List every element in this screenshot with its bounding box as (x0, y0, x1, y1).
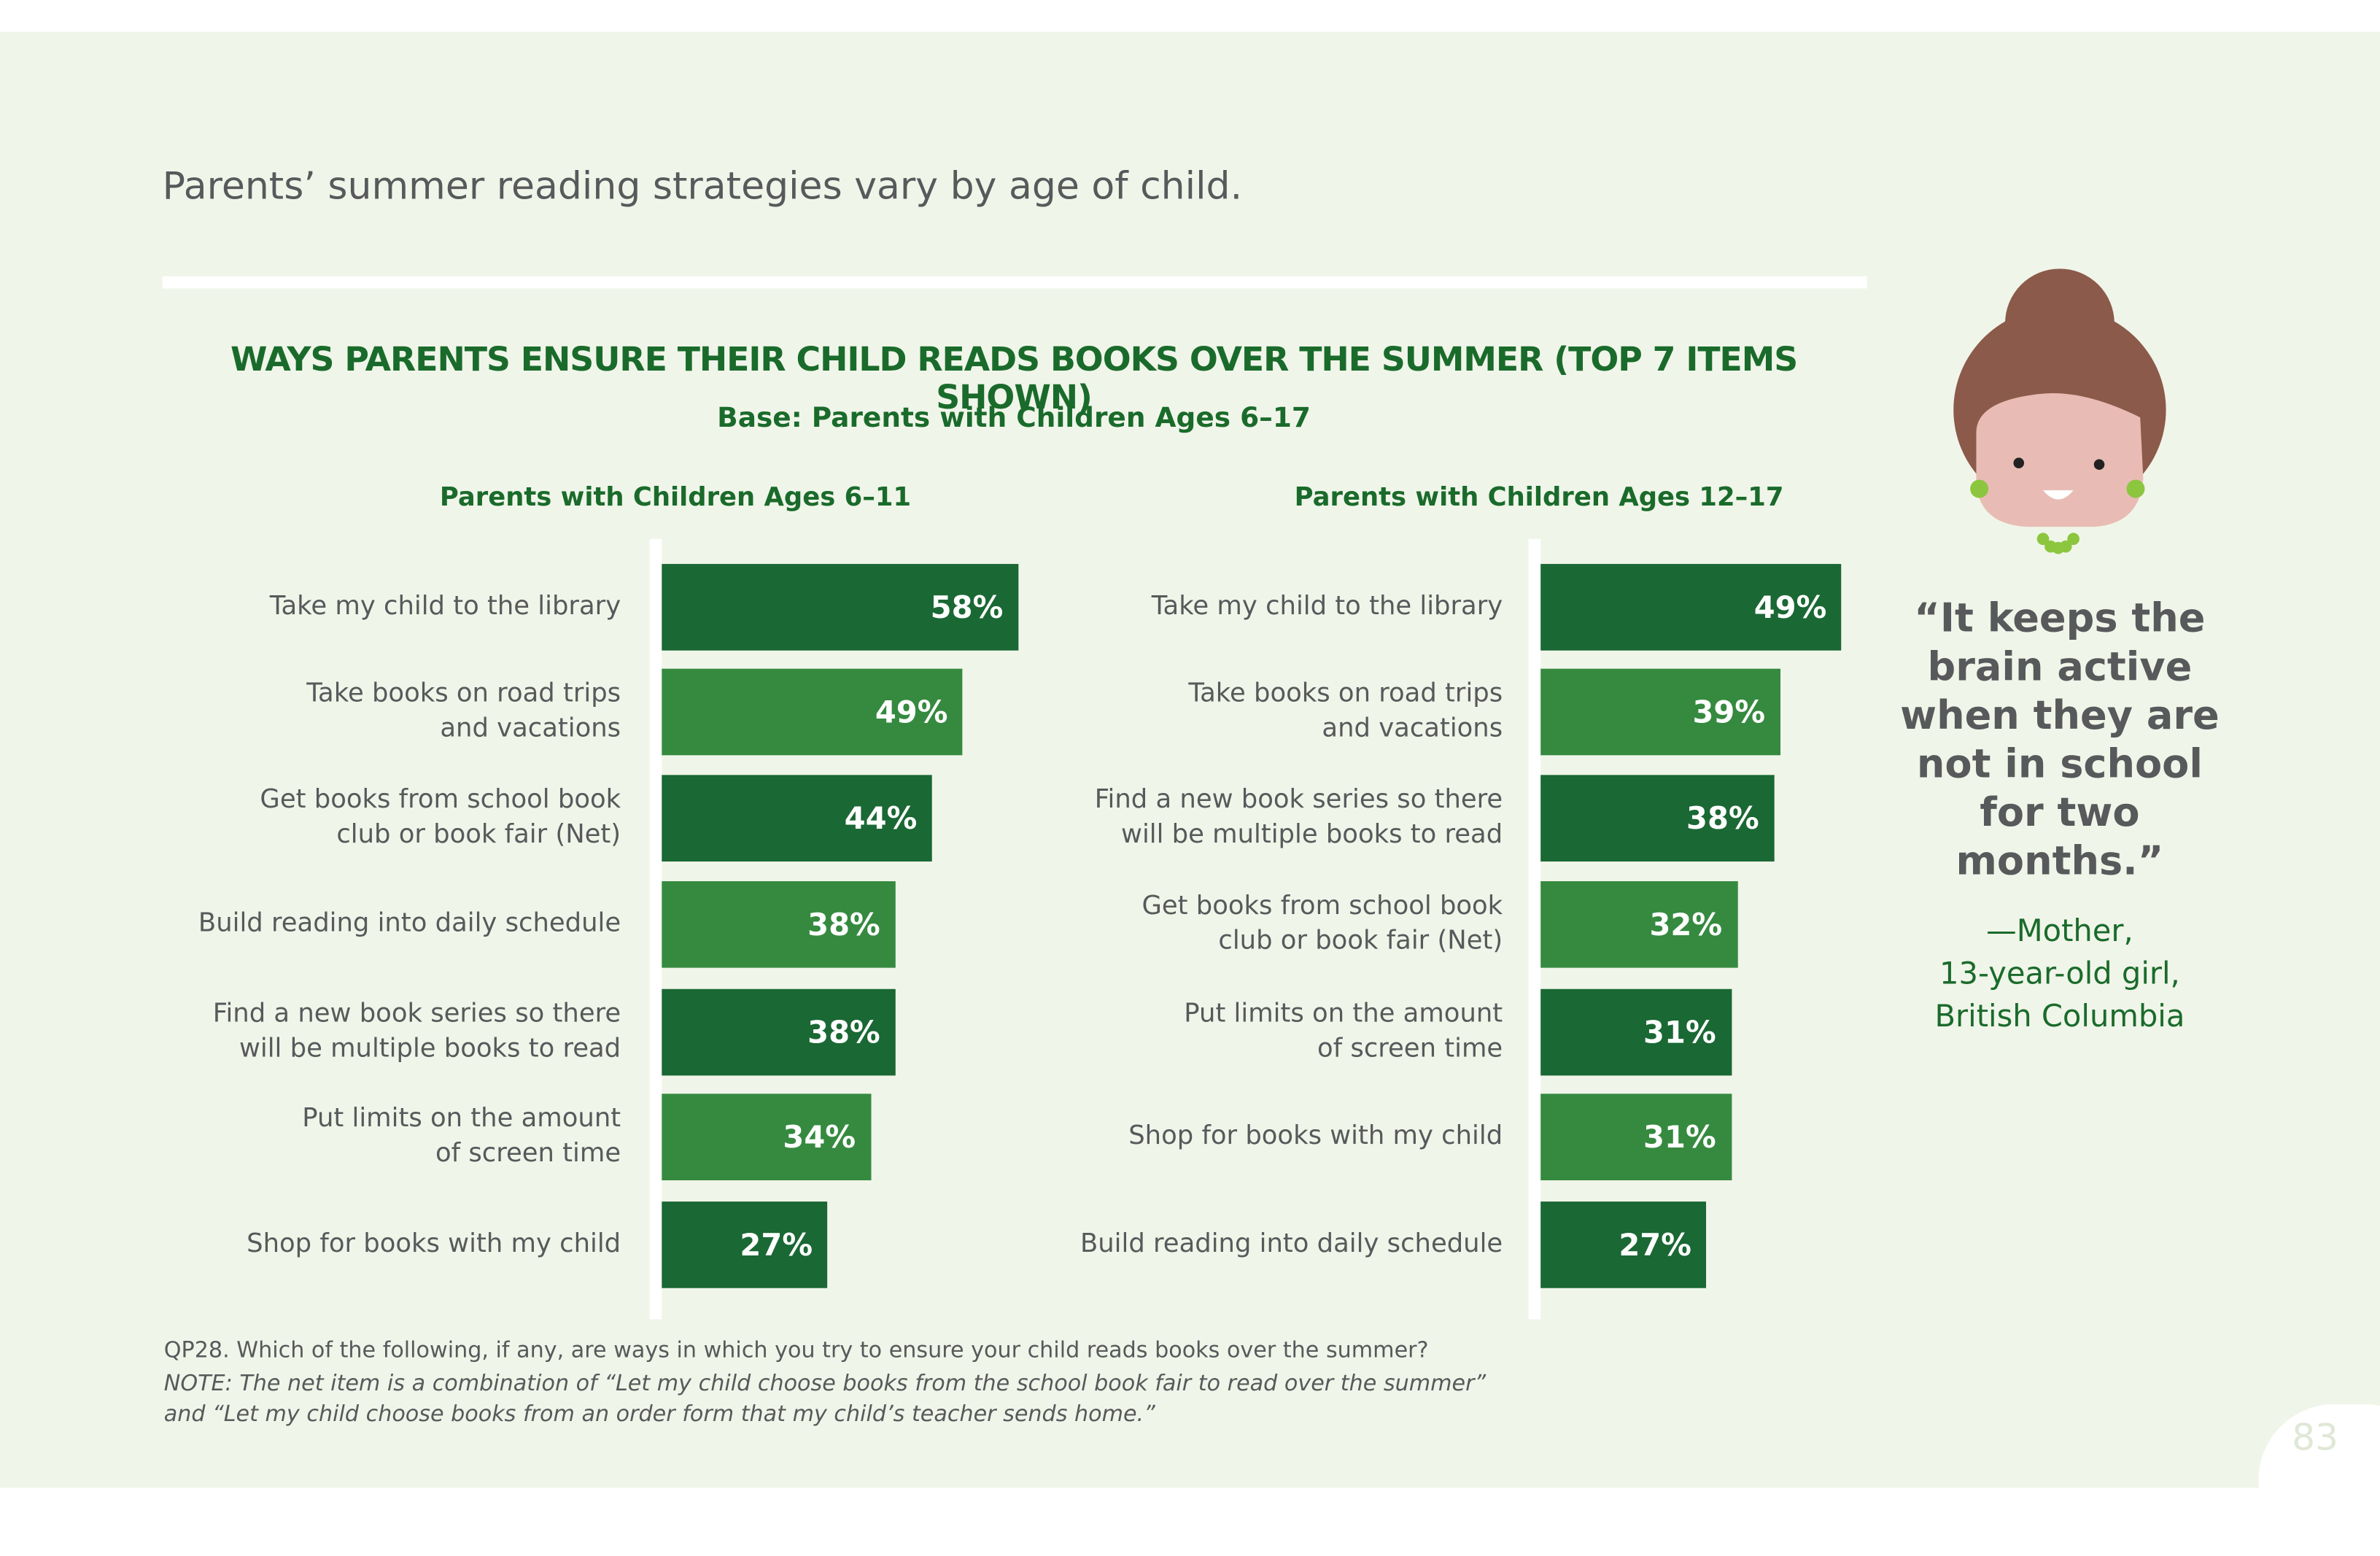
category-label: Find a new book series so there will be … (212, 999, 621, 1064)
page-number: 83 (2292, 1416, 2338, 1459)
category-label: Shop for books with my child (247, 1228, 621, 1260)
bar (662, 564, 1019, 651)
value-label: 27% (740, 1226, 813, 1263)
bar (662, 988, 896, 1076)
value-label: 27% (1619, 1226, 1691, 1263)
value-label: 39% (1692, 694, 1766, 730)
value-label: 44% (844, 800, 918, 837)
page-title: Parents’ summer reading strategies vary … (162, 163, 1243, 209)
value-label: 38% (807, 1014, 880, 1051)
axis-line (649, 538, 662, 1320)
category-label: Build reading into daily schedule (1079, 1228, 1503, 1260)
category-label: Take books on road trips and vacations (306, 678, 621, 744)
bar (662, 775, 933, 862)
illustration (1953, 268, 2166, 554)
footnote-note: NOTE: The net item is a combination of “… (163, 1372, 1486, 1428)
category-label: Take my child to the library (269, 591, 621, 622)
category-label: Find a new book series so there will be … (1094, 784, 1503, 851)
value-label: 31% (1643, 1014, 1716, 1051)
footnote-question: QP28. Which of the following, if any, ar… (163, 1339, 1429, 1363)
category-label: Put limits on the amount of screen time (302, 1103, 621, 1169)
bar (1540, 1201, 1707, 1288)
bar (1540, 988, 1732, 1076)
bar (662, 881, 896, 968)
value-label: 31% (1643, 1118, 1716, 1156)
value-label: 38% (807, 906, 880, 943)
bar (1540, 668, 1780, 756)
bar (662, 668, 964, 756)
category-label: Take my child to the library (1151, 591, 1503, 622)
category-label: Take books on road trips and vacations (1188, 678, 1503, 744)
category-label: Put limits on the amount of screen time (1184, 999, 1503, 1064)
category-label: Get books from school book club or book … (1141, 891, 1503, 957)
bar (1540, 775, 1775, 862)
category-label: Get books from school book club or book … (260, 784, 621, 851)
divider (162, 276, 1867, 289)
value-label: 49% (1753, 589, 1827, 626)
chart-subtitle: Parents with Children Ages 6–11 (439, 482, 912, 514)
axis-line (1528, 538, 1541, 1320)
bar (1540, 881, 1737, 968)
quote-attribution: —Mother, 13-year-old girl, British Colum… (1934, 912, 2185, 1034)
chart-subtitle: Parents with Children Ages 12–17 (1294, 482, 1784, 514)
bar (1540, 564, 1842, 651)
bar (662, 1201, 828, 1288)
stage: Parents’ summer reading strategies vary … (0, 31, 2380, 1488)
background (0, 31, 2380, 1488)
value-label: 49% (875, 694, 948, 730)
value-label: 38% (1686, 800, 1759, 837)
figure-subtitle: Base: Parents with Children Ages 6–17 (717, 402, 1311, 435)
page: Parents’ summer reading strategies vary … (0, 31, 2380, 1488)
bar (662, 1094, 871, 1180)
value-label: 32% (1649, 906, 1723, 943)
figure-title: WAYS PARENTS ENSURE THEIR CHILD READS BO… (230, 341, 1798, 418)
value-label: 34% (783, 1118, 856, 1156)
value-label: 58% (930, 589, 1004, 626)
category-label: Build reading into daily schedule (198, 908, 621, 940)
category-label: Shop for books with my child (1128, 1120, 1503, 1152)
bar (1540, 1094, 1732, 1180)
quote: “It keeps the brain active when they are… (1900, 596, 2220, 886)
